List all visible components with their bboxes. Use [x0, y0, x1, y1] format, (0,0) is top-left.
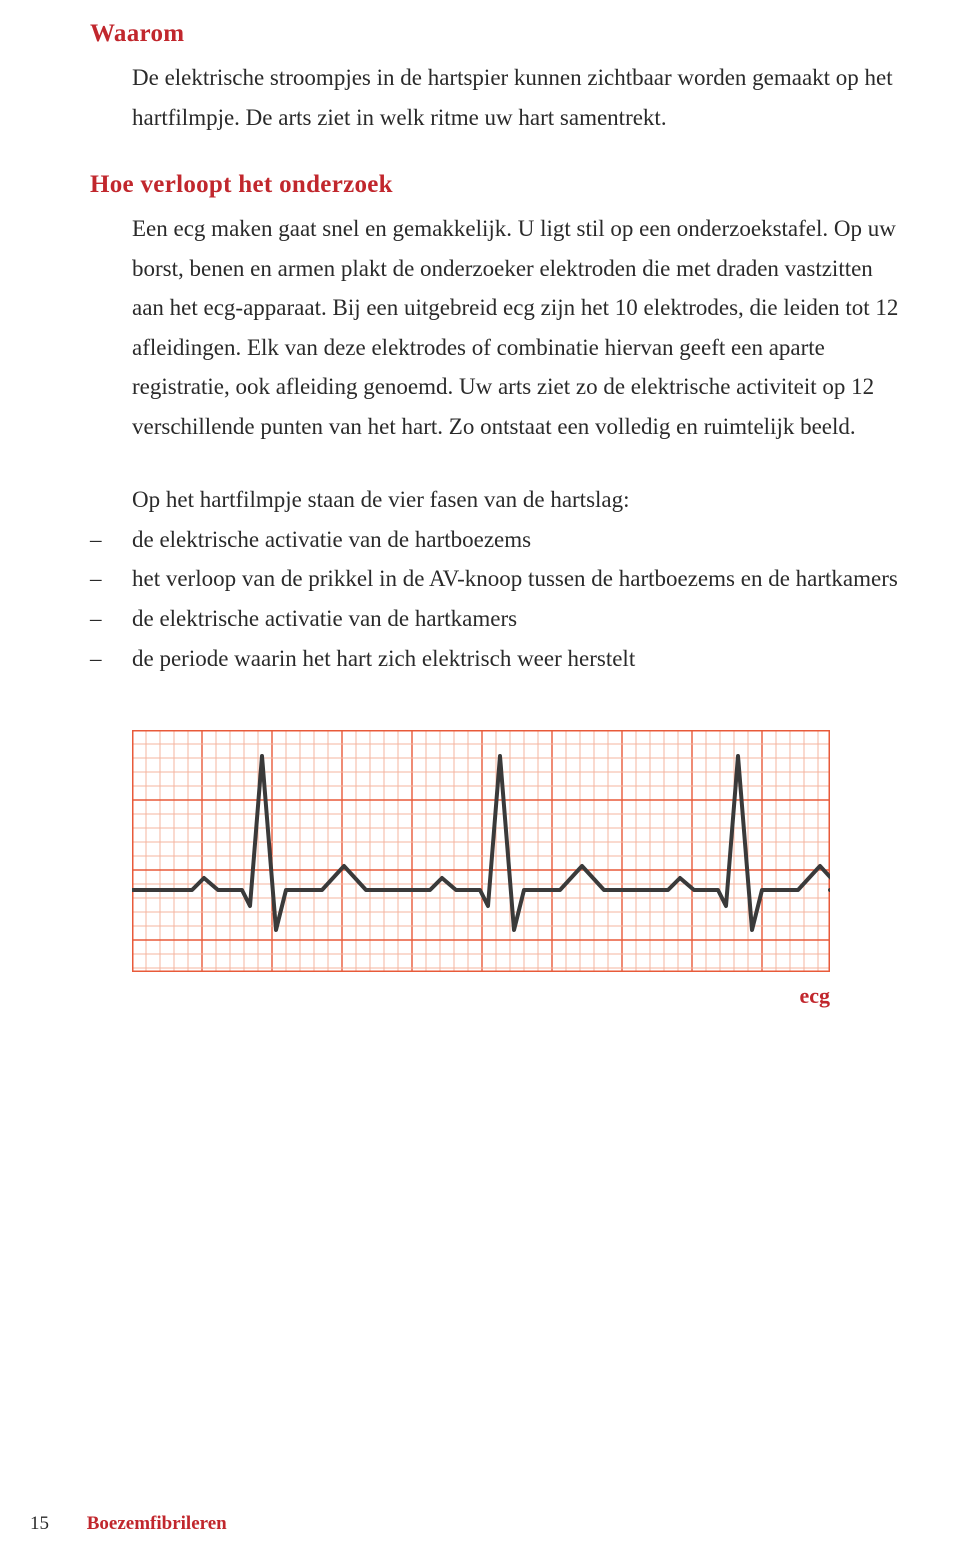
- list-item: het verloop van de prikkel in de AV-knoo…: [90, 559, 900, 599]
- page-footer: 15 Boezemfibrileren: [30, 1513, 227, 1535]
- list-item: de elektrische activatie van de hartkame…: [90, 599, 900, 639]
- footer-title: Boezemfibrileren: [87, 1513, 227, 1534]
- ecg-chart: [132, 730, 830, 972]
- list-intro: Op het hartfilmpje staan de vier fasen v…: [90, 480, 900, 520]
- paragraph-why: De elektrische stroompjes in de hartspie…: [90, 58, 900, 137]
- paragraph-procedure: Een ecg maken gaat snel en gemakkelijk. …: [90, 209, 900, 446]
- heading-procedure: Hoe verloopt het onderzoek: [90, 171, 900, 199]
- page: Waarom De elektrische stroompjes in de h…: [0, 0, 960, 1555]
- list-item: de elektrische activatie van de hartboez…: [90, 520, 900, 560]
- page-number: 15: [30, 1513, 82, 1535]
- phase-list: de elektrische activatie van de hartboez…: [90, 520, 900, 678]
- ecg-chart-wrap: ecg: [132, 730, 900, 1009]
- list-item: de periode waarin het hart zich elektris…: [90, 639, 900, 679]
- heading-why: Waarom: [90, 20, 900, 48]
- ecg-caption: ecg: [132, 983, 830, 1009]
